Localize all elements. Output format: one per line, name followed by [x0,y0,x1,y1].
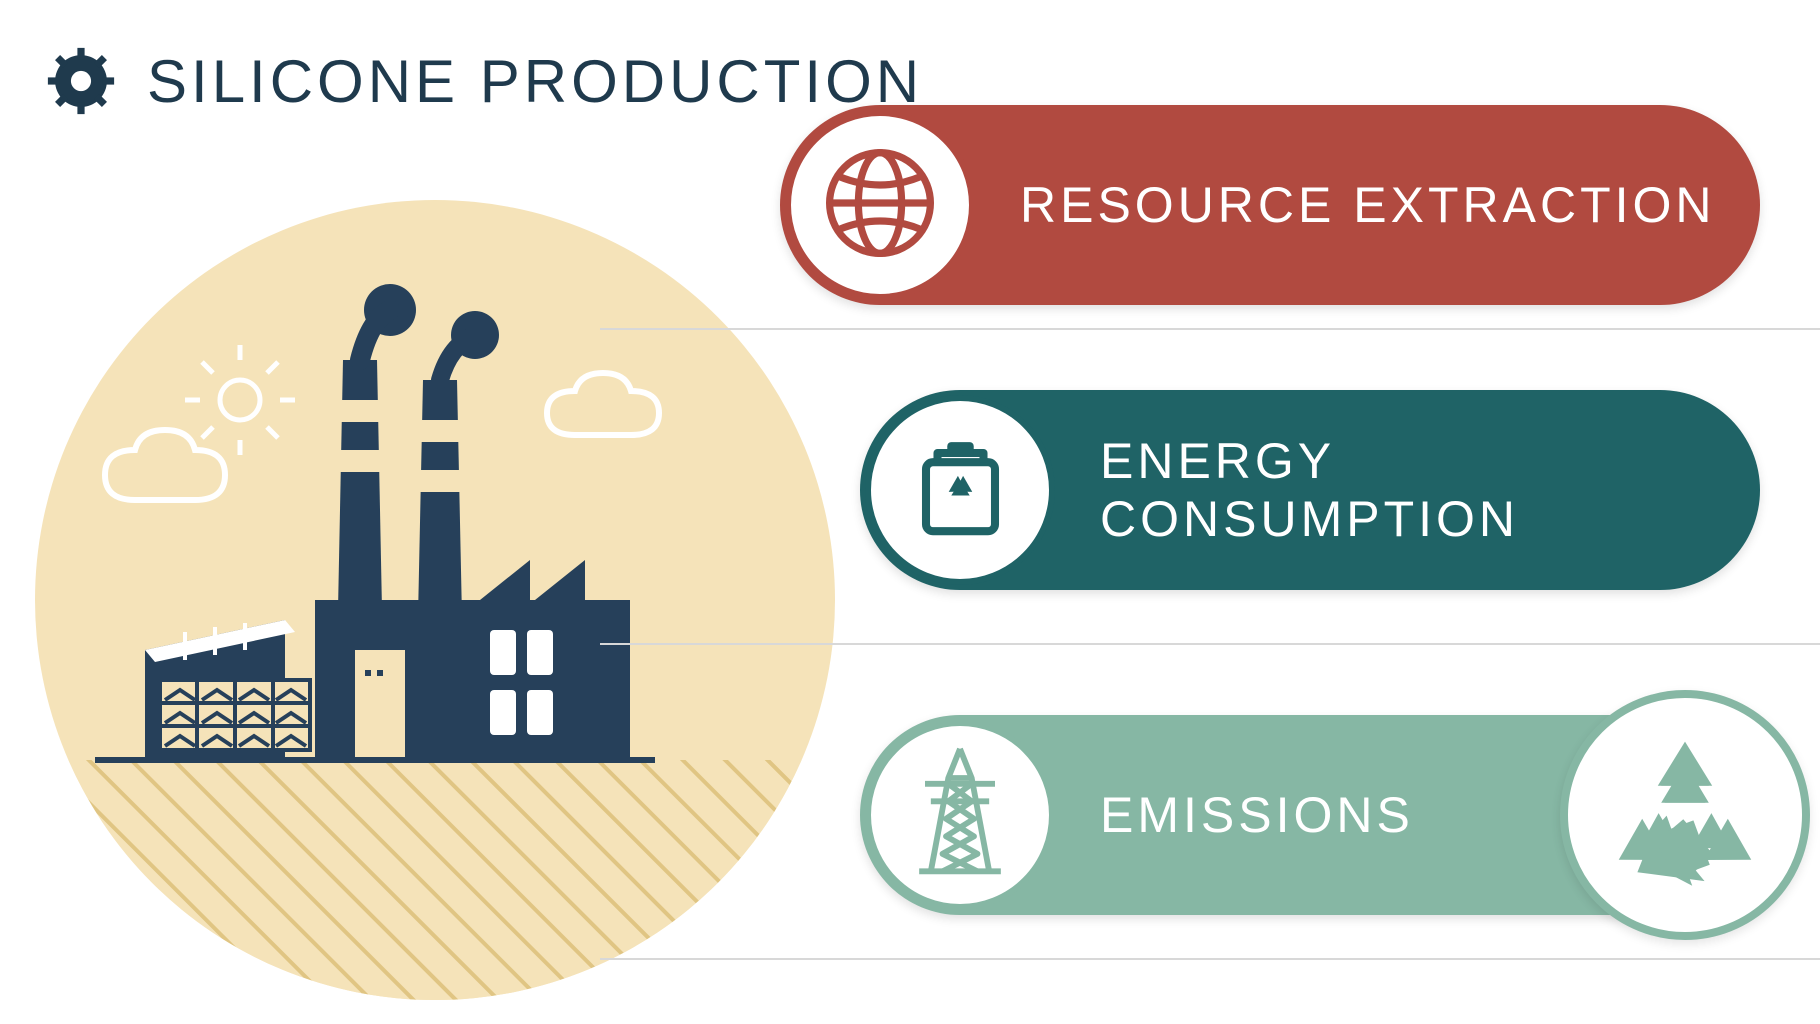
label-resource-extraction: RESOURCE EXTRACTION [1020,176,1716,234]
badge-emissions [865,720,1055,910]
label-emissions: EMISSIONS [1100,786,1414,844]
pill-energy-consumption: ENERGY CONSUMPTION [860,390,1760,590]
pill-resource-extraction: RESOURCE EXTRACTION [780,105,1760,305]
badge-resource-extraction [785,110,975,300]
badge-energy-consumption [865,395,1055,585]
globe-icon [820,143,940,268]
row-emissions: EMISSIONS [600,645,1820,960]
row-resource-extraction: RESOURCE EXTRACTION [600,105,1820,330]
recycle-arrows-icon [1600,728,1770,903]
category-rows: RESOURCE EXTRACTION [600,105,1820,960]
row-energy-consumption: ENERGY CONSUMPTION [600,330,1820,645]
recycle-bin-icon [903,430,1018,550]
badge-recycle [1560,690,1810,940]
label-energy-consumption: ENERGY CONSUMPTION [1100,432,1760,548]
gear-icon [45,45,117,117]
transmission-tower-icon [900,743,1020,888]
